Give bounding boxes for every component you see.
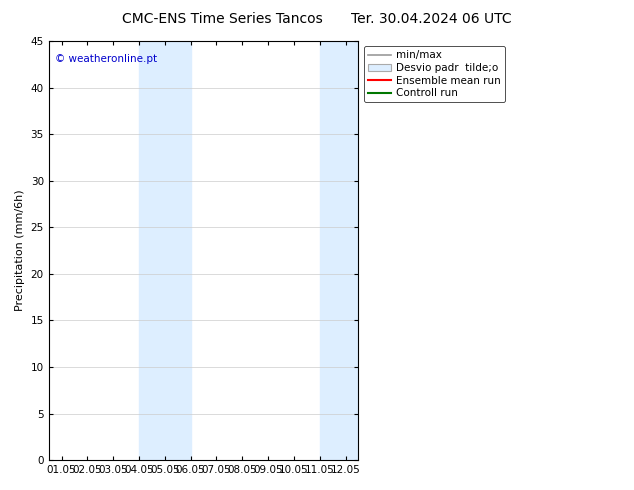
Text: © weatheronline.pt: © weatheronline.pt: [55, 53, 157, 64]
Text: CMC-ENS Time Series Tancos: CMC-ENS Time Series Tancos: [122, 12, 322, 26]
Text: Ter. 30.04.2024 06 UTC: Ter. 30.04.2024 06 UTC: [351, 12, 512, 26]
Legend: min/max, Desvio padr  tilde;o, Ensemble mean run, Controll run: min/max, Desvio padr tilde;o, Ensemble m…: [364, 46, 505, 102]
Bar: [320, 41, 358, 460]
Bar: [139, 41, 191, 460]
Y-axis label: Precipitation (mm/6h): Precipitation (mm/6h): [15, 190, 25, 312]
